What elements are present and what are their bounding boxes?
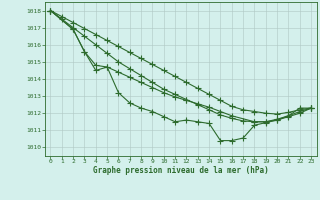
- X-axis label: Graphe pression niveau de la mer (hPa): Graphe pression niveau de la mer (hPa): [93, 166, 269, 175]
